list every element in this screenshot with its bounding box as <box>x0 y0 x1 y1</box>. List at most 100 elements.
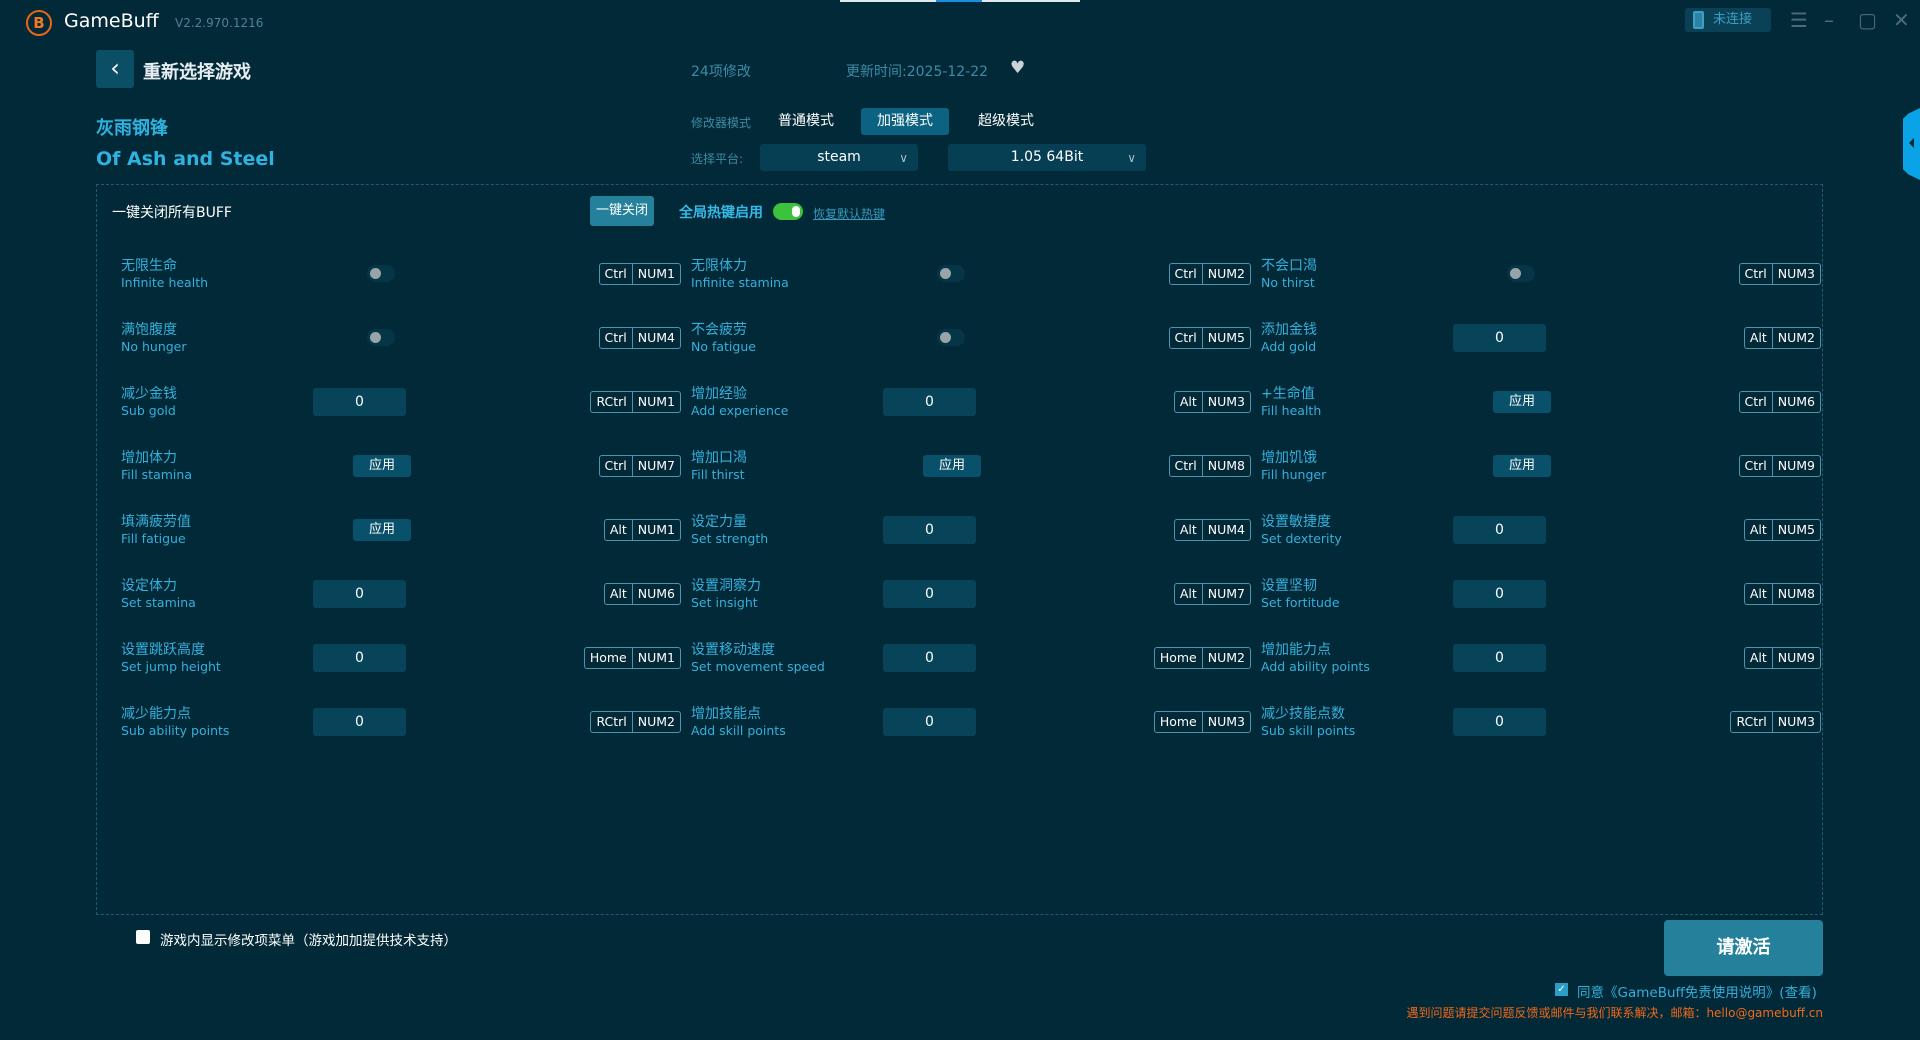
mode-enhanced[interactable]: 加强模式 <box>861 108 949 135</box>
side-panel-toggle[interactable] <box>1903 108 1920 180</box>
hotkey-badge[interactable]: Alt NUM5 <box>1743 519 1821 541</box>
global-hotkey-label: 全局热键启用 <box>679 205 763 221</box>
hotkey-badge[interactable]: Ctrl NUM6 <box>1738 391 1821 413</box>
cheat-item: 增加口渴 Fill thirst 应用 Ctrl NUM8 <box>691 447 1251 497</box>
cheat-panel <box>96 184 1823 915</box>
cheat-value-input[interactable]: 0 <box>313 580 406 608</box>
game-title-en: Of Ash and Steel <box>96 148 275 170</box>
hotkey-modifier: Alt <box>609 522 627 537</box>
cheat-value-input[interactable]: 0 <box>313 388 406 416</box>
hotkey-modifier: RCtrl <box>1736 714 1767 729</box>
cheat-toggle[interactable] <box>937 329 965 346</box>
hotkey-badge[interactable]: Alt NUM2 <box>1743 327 1821 349</box>
cheat-item: 设置敏捷度 Set dexterity 0 Alt NUM5 <box>1261 511 1821 561</box>
cheat-value-input[interactable]: 0 <box>313 708 406 736</box>
apply-button[interactable]: 应用 <box>353 519 411 541</box>
global-hotkey-toggle[interactable] <box>773 203 803 220</box>
hotkey-badge[interactable]: Alt NUM4 <box>1173 519 1251 541</box>
hotkey-key: NUM1 <box>631 520 680 540</box>
cheat-name-cn: 设置敏捷度 <box>1261 514 1331 530</box>
hotkey-modifier: Ctrl <box>1174 266 1197 281</box>
cheat-value-input[interactable]: 0 <box>1453 580 1546 608</box>
cheat-name-cn: 设定体力 <box>121 578 177 594</box>
hotkey-badge[interactable]: Ctrl NUM9 <box>1738 455 1821 477</box>
mode-normal[interactable]: 普通模式 <box>778 113 834 129</box>
cheat-value-input[interactable]: 0 <box>883 708 976 736</box>
overlay-checkbox[interactable] <box>136 930 150 944</box>
hotkey-badge[interactable]: Ctrl NUM3 <box>1738 263 1821 285</box>
hotkey-badge[interactable]: RCtrl NUM1 <box>590 391 681 413</box>
hotkey-modifier: Home <box>1159 714 1197 729</box>
hotkey-badge[interactable]: Ctrl NUM7 <box>598 455 681 477</box>
activate-button[interactable]: 请激活 <box>1664 920 1823 976</box>
cheat-value-input[interactable]: 0 <box>313 644 406 672</box>
cheat-name-en: Sub ability points <box>121 723 230 738</box>
hotkey-modifier: Alt <box>609 586 627 601</box>
cheat-item: 增加经验 Add experience 0 Alt NUM3 <box>691 383 1251 433</box>
cheat-name-en: No fatigue <box>691 339 756 354</box>
hotkey-key: NUM4 <box>1201 520 1250 540</box>
hotkey-modifier: Alt <box>1749 522 1767 537</box>
cheat-value-input[interactable]: 0 <box>883 644 976 672</box>
hotkey-modifier: Ctrl <box>1744 394 1767 409</box>
hotkey-badge[interactable]: Ctrl NUM5 <box>1168 327 1251 349</box>
hotkey-badge[interactable]: Ctrl NUM2 <box>1168 263 1251 285</box>
menu-icon[interactable]: ☰ <box>1790 8 1808 32</box>
hotkey-badge[interactable]: Home NUM2 <box>1153 647 1251 669</box>
version-value: 1.05 64Bit <box>1010 149 1084 165</box>
cheat-toggle[interactable] <box>367 329 395 346</box>
hotkey-badge[interactable]: Ctrl NUM1 <box>598 263 681 285</box>
restore-default-hotkeys-link[interactable]: 恢复默认热键 <box>813 207 886 221</box>
version-select[interactable]: 1.05 64Bit ∨ <box>948 144 1146 171</box>
hotkey-badge[interactable]: Alt NUM3 <box>1173 391 1251 413</box>
game-title-cn: 灰雨钢锋 <box>96 118 168 139</box>
hotkey-badge[interactable]: Alt NUM8 <box>1743 583 1821 605</box>
hotkey-key: NUM1 <box>631 264 680 284</box>
agree-checkbox[interactable]: ✓ <box>1555 983 1568 996</box>
cheat-toggle[interactable] <box>367 265 395 282</box>
cheat-value-input[interactable]: 0 <box>883 388 976 416</box>
minimize-icon[interactable]: – <box>1824 8 1834 32</box>
cheat-name-en: Sub gold <box>121 403 176 418</box>
hotkey-badge[interactable]: RCtrl NUM3 <box>1730 711 1821 733</box>
platform-select[interactable]: steam ∨ <box>760 144 918 171</box>
hotkey-badge[interactable]: Alt NUM9 <box>1743 647 1821 669</box>
cheat-name-cn: 设置洞察力 <box>691 578 761 594</box>
cheat-value-input[interactable]: 0 <box>1453 516 1546 544</box>
agree-terms-link[interactable]: 同意《GameBuff免责使用说明》(查看) <box>1577 985 1817 1001</box>
cheat-value-input[interactable]: 0 <box>1453 324 1546 352</box>
mode-super[interactable]: 超级模式 <box>978 113 1034 129</box>
maximize-icon[interactable]: ▢ <box>1858 8 1877 32</box>
apply-button[interactable]: 应用 <box>923 455 981 477</box>
hotkey-badge[interactable]: Home NUM1 <box>583 647 681 669</box>
back-button[interactable]: ‹ <box>96 50 134 88</box>
hotkey-badge[interactable]: Ctrl NUM8 <box>1168 455 1251 477</box>
apply-button[interactable]: 应用 <box>1493 391 1551 413</box>
hotkey-badge[interactable]: Alt NUM1 <box>603 519 681 541</box>
cheat-value-input[interactable]: 0 <box>1453 708 1546 736</box>
cheat-item: 减少金钱 Sub gold 0 RCtrl NUM1 <box>121 383 681 433</box>
hotkey-modifier: Ctrl <box>1174 458 1197 473</box>
cheat-value-input[interactable]: 0 <box>883 516 976 544</box>
hotkey-badge[interactable]: Alt NUM6 <box>603 583 681 605</box>
apply-button[interactable]: 应用 <box>353 455 411 477</box>
cheat-toggle[interactable] <box>1507 265 1535 282</box>
cheat-toggle[interactable] <box>937 265 965 282</box>
cheat-value-input[interactable]: 0 <box>883 580 976 608</box>
hotkey-badge[interactable]: Ctrl NUM4 <box>598 327 681 349</box>
cheat-name-cn: 减少金钱 <box>121 386 177 402</box>
close-icon[interactable]: ✕ <box>1893 8 1910 32</box>
cheat-name-en: Set dexterity <box>1261 531 1342 546</box>
cheat-name-en: Fill fatigue <box>121 531 186 546</box>
hotkey-key: NUM8 <box>1201 456 1250 476</box>
phone-connection-button[interactable]: 未连接 <box>1685 8 1771 32</box>
close-all-button[interactable]: 一键关闭 <box>590 196 654 226</box>
hotkey-badge[interactable]: Home NUM3 <box>1153 711 1251 733</box>
cheat-item: 无限生命 Infinite health Ctrl NUM1 <box>121 255 681 305</box>
heart-icon[interactable]: ♥ <box>1010 58 1026 78</box>
hotkey-badge[interactable]: Alt NUM7 <box>1173 583 1251 605</box>
reselect-game-label[interactable]: 重新选择游戏 <box>143 62 251 83</box>
apply-button[interactable]: 应用 <box>1493 455 1551 477</box>
cheat-value-input[interactable]: 0 <box>1453 644 1546 672</box>
hotkey-badge[interactable]: RCtrl NUM2 <box>590 711 681 733</box>
